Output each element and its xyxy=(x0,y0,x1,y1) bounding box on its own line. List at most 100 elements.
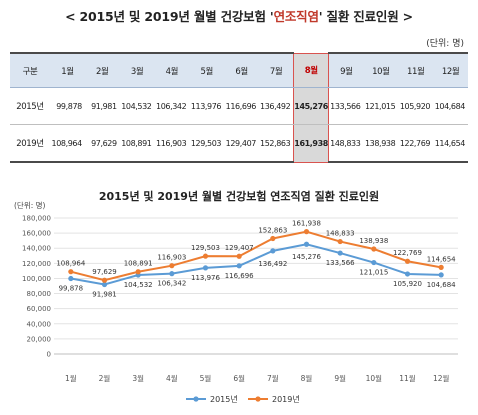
data-point xyxy=(405,259,410,264)
data-point xyxy=(203,265,208,270)
value-cell: 108,891 xyxy=(120,125,155,163)
data-point xyxy=(270,236,275,241)
data-label: 91,981 xyxy=(92,291,117,299)
y-tick-label: 160,000 xyxy=(22,230,51,238)
x-tick-label: 11월 xyxy=(399,373,416,383)
data-label: 129,503 xyxy=(191,244,220,252)
table-header-row: 구분 1월 2월 3월 4월 5월 6월 7월 8월 9월 10월 11월 12월 xyxy=(10,53,468,88)
title-prefix: < 2015년 및 2019년 월별 건강보험 ' xyxy=(65,9,274,24)
table-row: 2015년 99,878 91,981 104,532 106,342 113,976 11… xyxy=(10,88,468,125)
data-point xyxy=(304,242,309,247)
month-header-cell: 4월 xyxy=(154,53,189,88)
data-label: 104,532 xyxy=(124,281,153,289)
value-cell: 116,903 xyxy=(154,125,189,163)
value-cell: 104,684 xyxy=(433,88,468,125)
month-header-cell: 12월 xyxy=(433,53,468,88)
data-label: 104,684 xyxy=(427,281,456,289)
row-label-cell: 2019년 xyxy=(10,125,50,163)
legend-marker xyxy=(193,396,198,401)
data-point xyxy=(439,272,444,277)
x-tick-label: 10월 xyxy=(366,373,383,383)
month-header-cell: 6월 xyxy=(224,53,259,88)
x-tick-label: 3월 xyxy=(132,373,144,383)
x-tick-label: 12월 xyxy=(433,373,450,383)
chart-svg: (단위: 명) 0 20,000 40,000 60,000 80,000 100,000 1… xyxy=(8,178,470,410)
data-label: 145,276 xyxy=(292,253,321,261)
data-label: 108,964 xyxy=(56,260,85,268)
value-cell: 97,629 xyxy=(85,125,120,163)
month-header-cell: 8월 xyxy=(294,53,329,88)
value-cell: 136,492 xyxy=(259,88,294,125)
data-table: 구분 1월 2월 3월 4월 5월 6월 7월 8월 9월 10월 11월 12월 2015년 99,878… xyxy=(10,52,468,163)
legend-label: 2019년 xyxy=(272,394,300,404)
month-header-cell: 9월 xyxy=(329,53,364,88)
x-tick-label: 5월 xyxy=(200,373,212,383)
y-tick-label: 40,000 xyxy=(27,320,52,328)
x-tick-label: 9월 xyxy=(334,373,346,383)
month-header-cell: 10월 xyxy=(363,53,398,88)
data-label: 105,920 xyxy=(393,280,422,288)
data-label: 148,833 xyxy=(326,230,355,238)
data-label: 136,492 xyxy=(258,260,287,268)
month-header-cell: 3월 xyxy=(120,53,155,88)
data-label: 114,654 xyxy=(427,255,456,263)
y-tick-label: 20,000 xyxy=(27,335,52,343)
legend-label: 2015년 xyxy=(210,394,238,404)
value-cell: 133,566 xyxy=(329,88,364,125)
data-point xyxy=(270,248,275,253)
y-tick-label: 80,000 xyxy=(27,290,52,298)
value-cell: 108,964 xyxy=(50,125,85,163)
data-label: 129,407 xyxy=(225,244,254,252)
data-point xyxy=(169,271,174,276)
data-label: 113,976 xyxy=(191,274,220,282)
data-point xyxy=(203,254,208,259)
y-tick-label: 100,000 xyxy=(22,275,51,283)
line-chart: 2015년 및 2019년 월별 건강보험 연조직염 질환 진료인원 (단위: … xyxy=(8,178,470,410)
value-cell: 129,503 xyxy=(189,125,224,163)
x-tick-label: 6월 xyxy=(233,373,245,383)
y-tick-label: 180,000 xyxy=(22,215,51,223)
data-point xyxy=(102,278,107,283)
month-header-cell: 1월 xyxy=(50,53,85,88)
month-header-cell: 7월 xyxy=(259,53,294,88)
value-cell: 91,981 xyxy=(85,88,120,125)
value-cell: 145,276 xyxy=(294,88,329,125)
data-label: 97,629 xyxy=(92,268,117,276)
x-tick-label: 4월 xyxy=(166,373,178,383)
data-label: 106,342 xyxy=(157,280,186,288)
y-tick-label: 120,000 xyxy=(22,260,51,268)
title-highlight: 연조직염 xyxy=(274,9,319,24)
value-cell: 121,015 xyxy=(363,88,398,125)
data-label: 121,015 xyxy=(359,269,388,277)
month-header-cell: 2월 xyxy=(85,53,120,88)
data-point xyxy=(371,260,376,265)
data-point xyxy=(68,276,73,281)
row-label-cell: 2015년 xyxy=(10,88,50,125)
data-point xyxy=(237,263,242,268)
value-cell: 105,920 xyxy=(398,88,433,125)
data-point xyxy=(136,269,141,274)
data-label: 108,891 xyxy=(124,260,153,268)
y-tick-label: 0 xyxy=(47,351,51,359)
data-label: 116,696 xyxy=(225,272,254,280)
page-title: < 2015년 및 2019년 월별 건강보험 '연조직염' 질환 진료인원 > xyxy=(0,6,478,25)
value-cell: 138,938 xyxy=(363,125,398,163)
data-label: 133,566 xyxy=(326,259,355,267)
value-cell: 122,769 xyxy=(398,125,433,163)
data-point xyxy=(304,229,309,234)
y-tick-label: 60,000 xyxy=(27,305,52,313)
value-cell: 113,976 xyxy=(189,88,224,125)
data-point xyxy=(371,246,376,251)
data-label: 116,903 xyxy=(157,254,186,262)
data-point xyxy=(405,271,410,276)
value-cell: 104,532 xyxy=(120,88,155,125)
table-row: 2019년 108,964 97,629 108,891 116,903 129,503 1… xyxy=(10,125,468,163)
table-unit-label: (단위: 명) xyxy=(426,36,464,49)
value-cell: 106,342 xyxy=(154,88,189,125)
data-label: 161,938 xyxy=(292,220,321,228)
data-label: 138,938 xyxy=(359,237,388,245)
table-corner-cell: 구분 xyxy=(10,53,50,88)
chart-title: 2015년 및 2019년 월별 건강보험 연조직염 질환 진료인원 xyxy=(8,188,470,204)
month-header-cell: 5월 xyxy=(189,53,224,88)
value-cell: 99,878 xyxy=(50,88,85,125)
